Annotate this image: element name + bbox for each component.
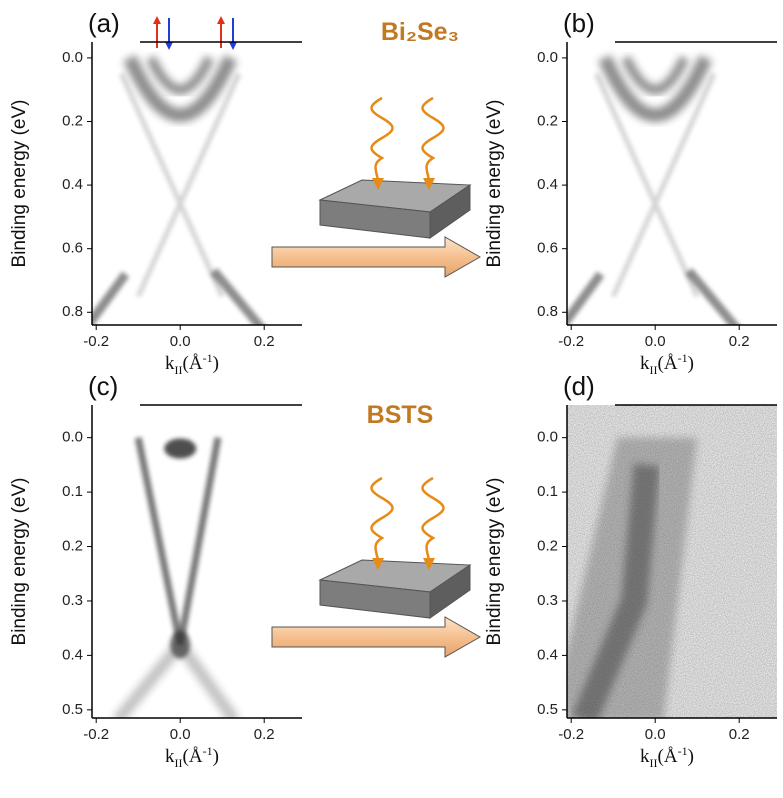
x-tick-label: -0.2 [558,333,584,350]
x-axis-label-part: (Å [658,746,678,767]
spin-arrows [153,16,237,50]
y-tick-label: 0.1 [537,483,558,500]
y-axis-label: Binding energy (eV) [9,478,30,646]
x-axis-label-part: -1 [678,744,688,758]
y-tick-label: 0.2 [62,537,83,554]
panel-label: (a) [88,8,120,38]
y-tick-label: 0.3 [537,592,558,609]
x-axis-label: kII(Å-1) [640,351,694,377]
x-tick-label: 0.2 [729,333,750,350]
x-axis-label-part: (Å [183,746,203,767]
y-tick-label: 0.2 [62,112,83,129]
x-axis-label-part: k [640,353,650,374]
y-tick-label: 0.1 [62,483,83,500]
y-tick-label: 0.2 [537,537,558,554]
y-axis-label: Binding energy (eV) [484,100,505,268]
intensity-map [117,438,235,721]
y-axis-label: Binding energy (eV) [484,478,505,646]
y-tick-label: 0.6 [62,240,83,257]
x-axis-label-part: -1 [203,744,213,758]
x-tick-label: 0.0 [645,333,666,350]
y-tick-label: 0.0 [537,49,558,66]
x-axis-label-part: ) [688,353,694,374]
y-tick-label: 0.4 [62,176,83,193]
x-axis-label-part: (Å [658,353,678,374]
x-tick-label: 0.2 [254,726,275,743]
x-axis-label-part: II [175,756,183,770]
x-tick-label: 0.0 [645,726,666,743]
x-axis-label-part: k [165,353,175,374]
y-tick-label: 0.3 [62,592,83,609]
intensity-map [559,58,740,331]
panel-label: (b) [563,8,595,38]
intensity-map [550,405,777,721]
y-tick-label: 0.5 [537,701,558,718]
x-axis-label-part: II [650,363,658,377]
x-axis-label-part: ) [213,353,219,374]
x-axis-label: kII(Å-1) [165,351,219,377]
x-axis-label-part: II [650,756,658,770]
y-tick-label: 0.2 [537,112,558,129]
figure: Bi₂Se₃ BSTS (a)0.00.20.40.60.8-0.20.00.2… [0,0,783,798]
illumination-icon [272,478,480,657]
arpes-panel: (b) 0.0 0.2 0.4 0.6 0.8-0.2 0.0 0.2 Binding ener… [484,8,777,377]
material-label: Bi₂Se₃ [381,18,459,46]
y-tick-label: 0.0 [62,49,83,66]
x-tick-label: -0.2 [558,726,584,743]
x-axis-label-part: k [165,746,175,767]
x-tick-label: -0.2 [83,726,109,743]
x-tick-label: 0.2 [729,726,750,743]
panel-label: (c) [88,371,118,401]
y-tick-label: 0.8 [62,303,83,320]
material-label: BSTS [367,401,434,429]
y-tick-label: 0.0 [62,429,83,446]
x-axis-label-part: k [640,746,650,767]
y-axis-label: Binding energy (eV) [9,100,30,268]
x-axis-label-part: -1 [678,351,688,365]
x-axis-label-part: II [175,363,183,377]
arpes-panel: (a) 0.0 0.2 0.4 0.6 0.8-0.2 0.0 0.2 Binding ener… [9,8,302,377]
y-tick-label: 0.4 [62,646,83,663]
y-tick-label: 0.6 [537,240,558,257]
illumination-icon [272,98,480,277]
x-tick-label: 0.0 [170,726,191,743]
x-tick-label: -0.2 [83,333,109,350]
y-tick-label: 0.8 [537,303,558,320]
y-tick-label: 0.4 [537,176,558,193]
y-tick-label: 0.5 [62,701,83,718]
y-tick-label: 0.4 [537,646,558,663]
x-axis-label-part: (Å [183,353,203,374]
x-tick-label: 0.0 [170,333,191,350]
x-axis-label-part: ) [213,746,219,767]
x-axis-label: kII(Å-1) [165,744,219,770]
arpes-panel: (d) 0.0 0.1 0.2 0.3 0.4 0.5-0.2 0.0 0.2 Binding e… [484,371,777,770]
x-axis-label: kII(Å-1) [640,744,694,770]
x-axis-label-part: -1 [203,351,213,365]
y-tick-label: 0.0 [537,429,558,446]
x-tick-label: 0.2 [254,333,275,350]
intensity-map [84,58,265,331]
x-axis-label-part: ) [688,746,694,767]
arpes-panel: (c) 0.0 0.1 0.2 0.3 0.4 0.5-0.2 0.0 0.2 Binding e… [9,371,302,770]
panel-label: (d) [563,371,595,401]
